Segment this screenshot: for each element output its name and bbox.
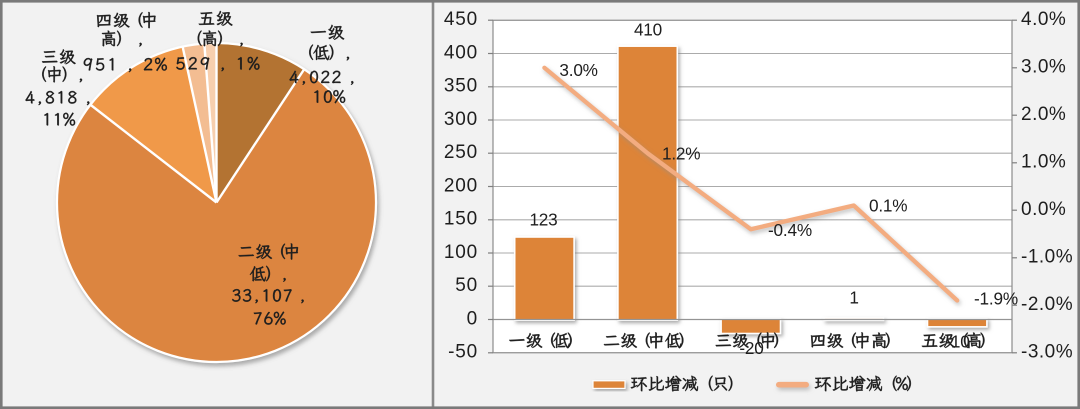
- svg-text:0.1%: 0.1%: [869, 196, 907, 216]
- svg-text:100: 100: [444, 242, 478, 263]
- svg-text:-0.4%: -0.4%: [768, 220, 812, 240]
- svg-text:4.0%: 4.0%: [1021, 9, 1066, 30]
- svg-text:1: 1: [849, 288, 858, 308]
- svg-text:1.2%: 1.2%: [662, 143, 700, 163]
- svg-text:-10: -10: [945, 332, 969, 352]
- svg-text:400: 400: [444, 42, 478, 63]
- svg-text:300: 300: [444, 109, 478, 130]
- svg-text:-50: -50: [448, 342, 478, 363]
- svg-text:-1.9%: -1.9%: [974, 289, 1018, 309]
- svg-text:-2.0%: -2.0%: [1021, 294, 1073, 315]
- svg-text:150: 150: [444, 209, 478, 230]
- svg-text:410: 410: [634, 20, 662, 40]
- svg-text:0: 0: [467, 308, 478, 329]
- svg-text:3.0%: 3.0%: [1021, 57, 1066, 78]
- svg-text:200: 200: [444, 175, 478, 196]
- svg-text:3.0%: 3.0%: [559, 60, 597, 80]
- svg-text:-1.0%: -1.0%: [1021, 247, 1073, 268]
- svg-text:1.0%: 1.0%: [1021, 152, 1066, 173]
- svg-text:2.0%: 2.0%: [1021, 104, 1066, 125]
- svg-text:-20: -20: [739, 338, 763, 358]
- svg-text:123: 123: [529, 210, 557, 230]
- svg-text:50: 50: [455, 275, 478, 296]
- svg-text:250: 250: [444, 142, 478, 163]
- svg-text:450: 450: [444, 9, 478, 30]
- svg-text:0.0%: 0.0%: [1021, 199, 1066, 220]
- svg-text:350: 350: [444, 76, 478, 97]
- svg-text:-3.0%: -3.0%: [1021, 342, 1073, 363]
